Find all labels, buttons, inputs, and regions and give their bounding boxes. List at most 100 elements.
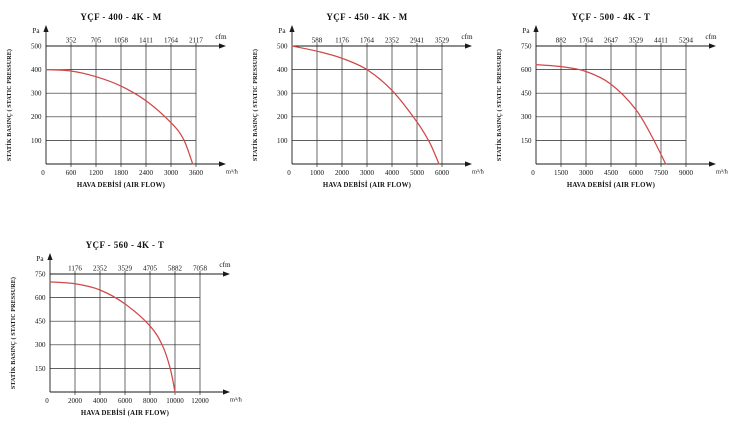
cfm-tick-label: 1176: [335, 37, 349, 45]
chart-ycf-560-4k-t: YÇF - 560 - 4K - T 1176 2352 3529 4705 5882 70…: [6, 236, 252, 428]
fan-curve: [291, 45, 440, 165]
cfm-tick-label: 2352: [93, 265, 108, 273]
cfm-tick-label: 705: [91, 37, 102, 45]
x-tick-label: 1500: [554, 169, 569, 177]
x-axis-title: HAVA DEBİSİ (AIR FLOW): [567, 182, 655, 189]
y-unit-label: Pa: [522, 27, 530, 35]
x-tick-label: 4000: [93, 397, 108, 405]
y-tick-label: 200: [31, 113, 42, 121]
cfm-tick-label: 2941: [410, 37, 425, 45]
grid-lines: [46, 43, 197, 167]
chart-title: YÇF - 450 - 4K - M: [326, 12, 407, 22]
y-unit-label: Pa: [278, 27, 286, 35]
cfm-tick-label: 1058: [114, 37, 129, 45]
axis-arrowheads: [289, 25, 472, 167]
grid-lines: [536, 43, 687, 167]
x-tick-label: 5000: [410, 169, 425, 177]
fan-curve: [49, 281, 176, 393]
cfm-tick-label: 1764: [360, 37, 375, 45]
cfm-tick-label: 4705: [143, 265, 158, 273]
x-tick-label: 3600: [189, 169, 204, 177]
y-tick-label: 750: [521, 42, 532, 50]
top-unit-label: cfm: [705, 33, 717, 41]
y-tick-label: 400: [31, 66, 42, 74]
fan-curve-chart-svg: YÇF - 400 - 4K - M 352 705 1058 1411 1764 2117…: [6, 12, 239, 189]
top-unit-label: cfm: [219, 261, 231, 269]
y-tick-label: 500: [31, 42, 42, 50]
y-axis-title: STATİK BASINÇ ( STATIC PRESSURE): [6, 49, 13, 161]
chart-title: YÇF - 400 - 4K - M: [80, 12, 161, 22]
cfm-tick-label: 1411: [139, 37, 153, 45]
x-tick-label: 600: [66, 169, 77, 177]
y-tick-label: 400: [277, 66, 288, 74]
top-unit-label: cfm: [461, 33, 473, 41]
x-tick-label: 1000: [310, 169, 325, 177]
cfm-tick-label: 4411: [654, 37, 668, 45]
x-tick-label: 0: [45, 397, 49, 405]
cfm-tick-label: 1764: [164, 37, 179, 45]
y-unit-label: Pa: [36, 255, 44, 263]
x-axis-title: HAVA DEBİSİ (AIR FLOW): [81, 410, 169, 417]
x-tick-label: 4500: [604, 169, 619, 177]
x-tick-label: 12000: [191, 397, 209, 405]
y-axis-title: STATİK BASINÇ ( STATIC PRESSURE): [10, 277, 17, 389]
fan-curve: [45, 68, 194, 165]
x-tick-label: 3000: [579, 169, 594, 177]
x-tick-label: 1800: [114, 169, 129, 177]
x-axis-title: HAVA DEBİSİ (AIR FLOW): [77, 182, 165, 189]
y-tick-label: 100: [31, 137, 42, 145]
axes: [291, 31, 466, 165]
x-unit-label: m³/h: [716, 169, 729, 176]
x-tick-label: 7500: [654, 169, 669, 177]
cfm-tick-label: 3529: [435, 37, 450, 45]
cfm-tick-label: 3529: [118, 265, 133, 273]
y-tick-label: 500: [277, 42, 288, 50]
y-axis-title: STATİK BASINÇ ( STATIC PRESSURE): [252, 49, 259, 161]
axes: [45, 31, 220, 165]
fan-curve-chart-svg: YÇF - 560 - 4K - T 1176 2352 3529 4705 5882 70…: [10, 240, 243, 417]
x-tick-label: 2400: [139, 169, 154, 177]
y-tick-label: 100: [277, 137, 288, 145]
y-tick-label: 300: [277, 90, 288, 98]
y-tick-label: 300: [521, 113, 532, 121]
x-axis-title: HAVA DEBİSİ (AIR FLOW): [323, 182, 411, 189]
x-unit-label: m³/h: [230, 397, 243, 404]
cfm-tick-label: 5882: [168, 265, 183, 273]
top-unit-label: cfm: [215, 33, 227, 41]
x-tick-label: 6000: [435, 169, 450, 177]
y-tick-label: 450: [35, 318, 46, 326]
fan-curve-chart-svg: YÇF - 500 - 4K - T 882 1764 2647 3529 4411 529…: [496, 12, 729, 189]
x-unit-label: m³/h: [226, 169, 239, 176]
x-tick-label: 3000: [360, 169, 375, 177]
cfm-tick-label: 882: [556, 37, 567, 45]
axis-arrowheads: [47, 253, 230, 395]
cfm-tick-label: 2352: [385, 37, 400, 45]
x-tick-label: 0: [41, 169, 45, 177]
x-tick-label: 0: [531, 169, 535, 177]
x-tick-label: 2000: [68, 397, 83, 405]
x-tick-label: 4000: [385, 169, 400, 177]
x-unit-label: m³/h: [472, 169, 485, 176]
y-tick-label: 300: [35, 341, 46, 349]
chart-title: YÇF - 560 - 4K - T: [86, 240, 165, 250]
cfm-tick-label: 1176: [68, 265, 82, 273]
cfm-tick-label: 1764: [579, 37, 594, 45]
cfm-tick-label: 3529: [629, 37, 644, 45]
axes: [49, 259, 224, 393]
y-axis-title: STATİK BASINÇ ( STATIC PRESSURE): [496, 49, 503, 161]
x-tick-label: 3000: [164, 169, 179, 177]
cfm-tick-label: 2647: [604, 37, 619, 45]
x-tick-label: 1200: [89, 169, 104, 177]
axis-arrowheads: [43, 25, 226, 167]
x-tick-label: 6000: [629, 169, 644, 177]
grid-lines: [50, 271, 201, 395]
cfm-tick-label: 5294: [679, 37, 694, 45]
x-tick-label: 10000: [166, 397, 184, 405]
y-tick-label: 600: [35, 294, 46, 302]
y-tick-label: 150: [521, 137, 532, 145]
chart-ycf-500-4k-t: YÇF - 500 - 4K - T 882 1764 2647 3529 4411 529…: [492, 8, 738, 204]
cfm-tick-label: 588: [312, 37, 323, 45]
grid-lines: [292, 43, 443, 167]
y-unit-label: Pa: [32, 27, 40, 35]
x-tick-label: 9000: [679, 169, 694, 177]
